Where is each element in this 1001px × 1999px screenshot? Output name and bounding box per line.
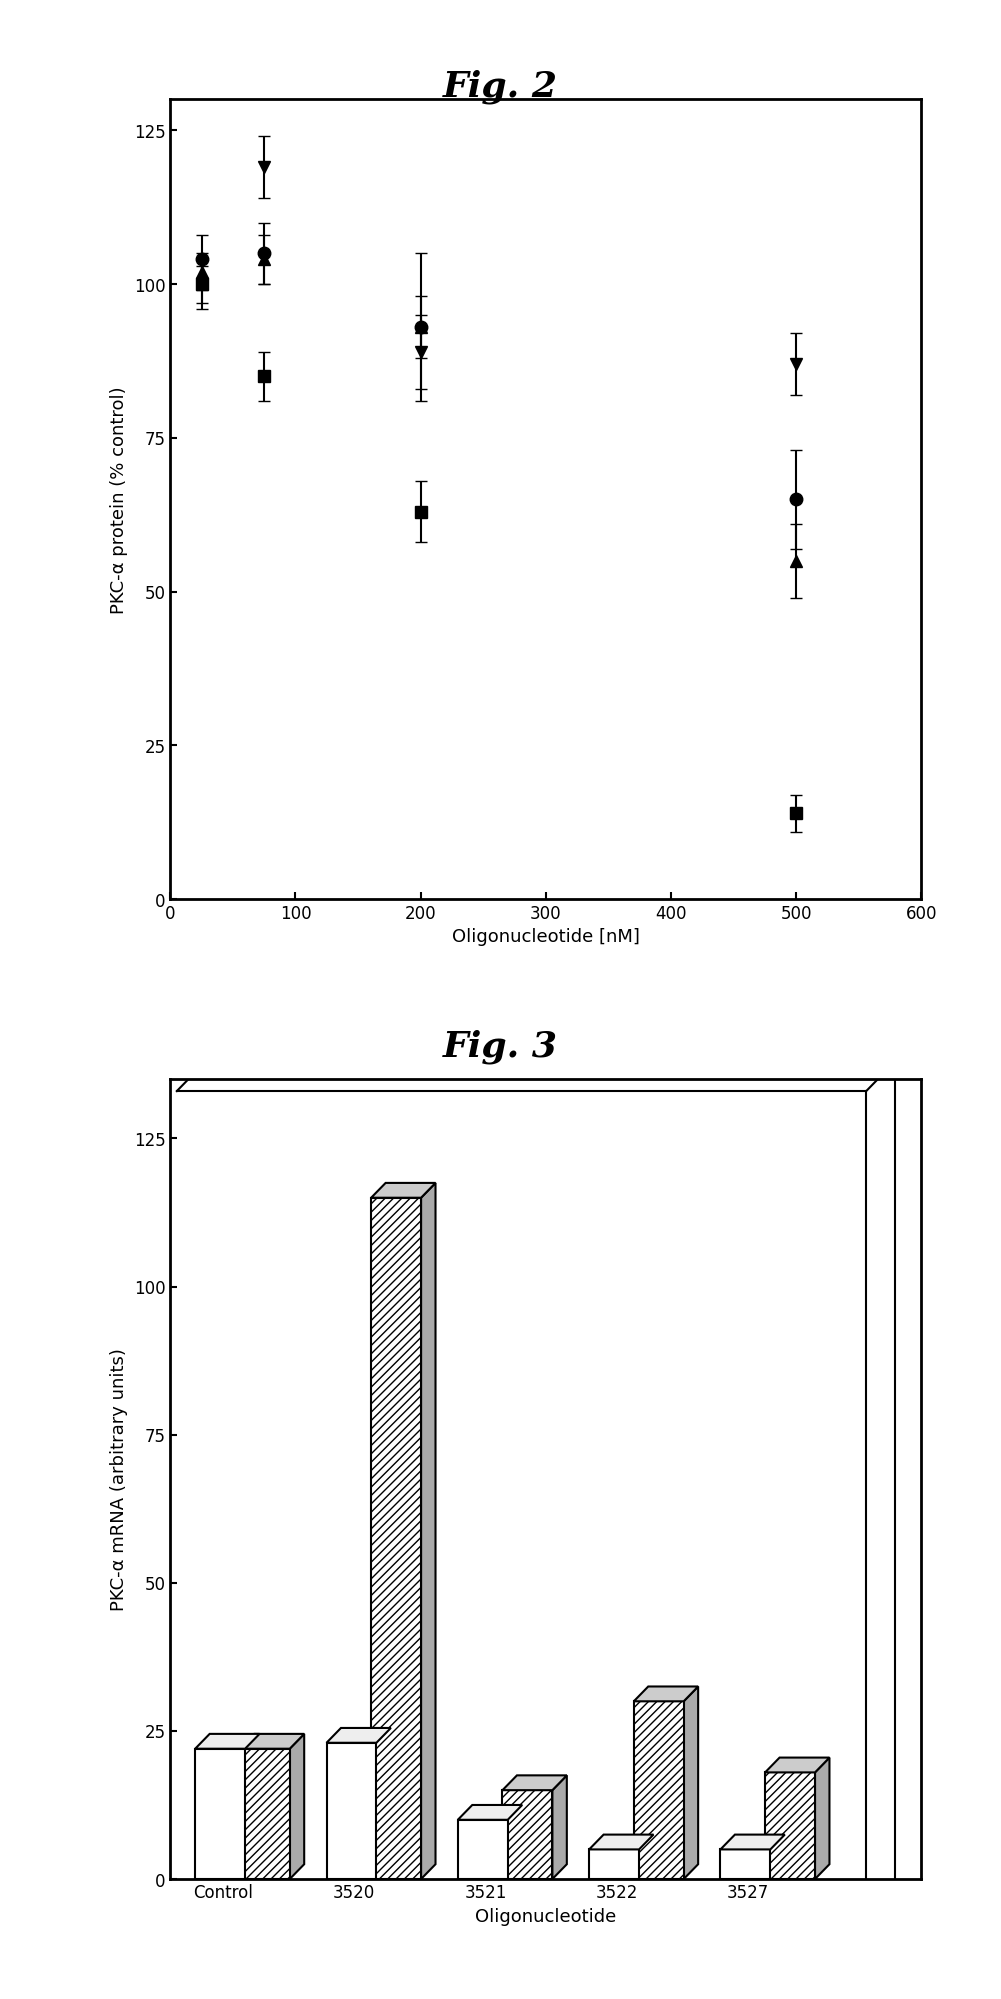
Polygon shape <box>589 1849 639 1879</box>
Polygon shape <box>508 1805 522 1879</box>
Polygon shape <box>765 1757 829 1773</box>
Polygon shape <box>634 1687 698 1701</box>
Polygon shape <box>289 1733 304 1879</box>
Polygon shape <box>553 1775 567 1879</box>
Polygon shape <box>503 1775 567 1791</box>
Text: Fig. 2: Fig. 2 <box>443 70 558 104</box>
Polygon shape <box>326 1727 390 1743</box>
Polygon shape <box>371 1197 420 1879</box>
Polygon shape <box>376 1727 390 1879</box>
Polygon shape <box>195 1733 259 1749</box>
Polygon shape <box>720 1849 770 1879</box>
Polygon shape <box>239 1749 289 1879</box>
Polygon shape <box>195 1749 245 1879</box>
Polygon shape <box>503 1791 553 1879</box>
X-axis label: Oligonucleotide: Oligonucleotide <box>474 1907 617 1925</box>
Polygon shape <box>457 1805 522 1819</box>
Y-axis label: PKC-α mRNA (arbitrary units): PKC-α mRNA (arbitrary units) <box>110 1347 128 1611</box>
Polygon shape <box>684 1687 698 1879</box>
Polygon shape <box>239 1733 304 1749</box>
Polygon shape <box>371 1183 435 1197</box>
Polygon shape <box>420 1183 435 1879</box>
Polygon shape <box>326 1743 376 1879</box>
X-axis label: Oligonucleotide [nM]: Oligonucleotide [nM] <box>451 928 640 946</box>
Polygon shape <box>589 1835 654 1849</box>
Y-axis label: PKC-α protein (% control): PKC-α protein (% control) <box>110 386 128 614</box>
Polygon shape <box>634 1701 684 1879</box>
Polygon shape <box>457 1819 508 1879</box>
Polygon shape <box>720 1835 785 1849</box>
Polygon shape <box>639 1835 654 1879</box>
Polygon shape <box>765 1773 815 1879</box>
Polygon shape <box>245 1733 259 1879</box>
Polygon shape <box>815 1757 829 1879</box>
Text: Fig. 3: Fig. 3 <box>443 1029 558 1063</box>
Polygon shape <box>770 1835 785 1879</box>
